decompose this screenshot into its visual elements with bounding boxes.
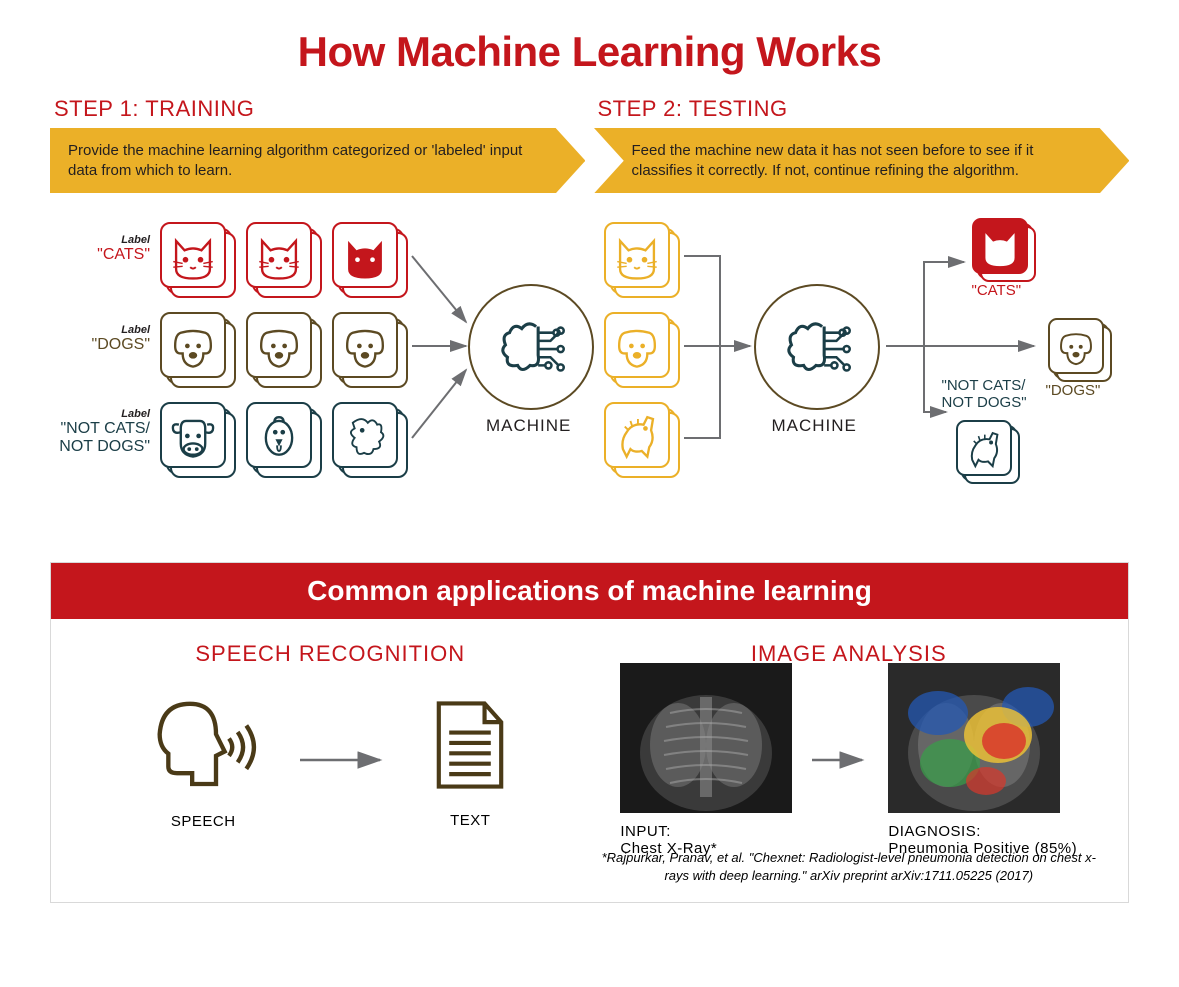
label-quote-dogs: "DOGS"	[50, 336, 150, 354]
out-label-cats: "CATS"	[972, 282, 1022, 299]
document-icon	[418, 691, 522, 799]
machine-label-2: MACHINE	[772, 416, 857, 436]
speech-label: SPEECH	[138, 813, 268, 830]
step2-heading: STEP 2: TESTING	[598, 96, 1130, 122]
test-card-cat	[604, 222, 670, 288]
steps-row: STEP 1: TRAINING Provide the machine lea…	[0, 96, 1179, 512]
cat-card-2	[246, 222, 312, 288]
arrows-in	[680, 242, 760, 452]
label-not: Label "NOT CATS/ NOT DOGS"	[50, 408, 150, 455]
input-prefix: INPUT:	[620, 823, 671, 840]
step1-banner-text: Provide the machine learning algorithm c…	[68, 141, 536, 182]
label-word: Label	[50, 234, 150, 246]
step2-diagram: MACHINE "CATS" "DOGS" "NOT CATS/ NOT DOG	[594, 212, 1130, 512]
step2-banner: Feed the machine new data it has not see…	[594, 128, 1130, 194]
main-title: How Machine Learning Works	[0, 0, 1179, 96]
dog-card-3	[332, 312, 398, 378]
app-image: IMAGE ANALYSIS INPUT:	[600, 641, 1099, 884]
app-speech: SPEECH RECOGNITION SPEECH TEXT	[81, 641, 580, 884]
out-card-not	[956, 420, 1012, 476]
label-cats: Label "CATS"	[50, 234, 150, 264]
xray-output	[888, 663, 1060, 813]
label-word: Label	[50, 408, 150, 420]
out-label-not: "NOT CATS/ NOT DOGS"	[942, 378, 1027, 411]
applications-panel: Common applications of machine learning …	[50, 562, 1129, 903]
app-image-row: INPUT: Chest X-Ray*	[600, 685, 1099, 835]
step1-heading: STEP 1: TRAINING	[54, 96, 586, 122]
xray-input	[620, 663, 792, 813]
step1: STEP 1: TRAINING Provide the machine lea…	[50, 96, 586, 512]
out-card-dog	[1048, 318, 1104, 374]
dog-card-1	[160, 312, 226, 378]
step2: STEP 2: TESTING Feed the machine new dat…	[594, 96, 1130, 512]
citation: *Rajpurkar, Pranav, et al. "Chexnet: Rad…	[600, 849, 1099, 884]
test-card-dog	[604, 312, 670, 378]
machine-circle-1	[468, 284, 594, 410]
out-card-cat	[972, 218, 1028, 274]
not-card-1	[160, 402, 226, 468]
apps-header: Common applications of machine learning	[51, 563, 1128, 619]
step1-banner: Provide the machine learning algorithm c…	[50, 128, 586, 194]
dog-card-2	[246, 312, 312, 378]
app-speech-row: SPEECH TEXT	[81, 685, 580, 835]
label-dogs: Label "DOGS"	[50, 324, 150, 354]
label-quote-cats: "CATS"	[50, 246, 150, 264]
arrow-icon	[298, 750, 388, 770]
cat-card-1	[160, 222, 226, 288]
machine-circle-2	[754, 284, 880, 410]
not-card-2	[246, 402, 312, 468]
speech-head-icon	[138, 690, 268, 800]
app-speech-title: SPEECH RECOGNITION	[81, 641, 580, 667]
test-card-horse	[604, 402, 670, 468]
step1-diagram: Label "CATS" Label "DOGS" Label "NOT CAT…	[50, 212, 586, 512]
cat-card-3	[332, 222, 398, 288]
step2-banner-text: Feed the machine new data it has not see…	[612, 141, 1080, 182]
label-quote-not: "NOT CATS/ NOT DOGS"	[50, 420, 150, 455]
brain-icon	[771, 306, 863, 388]
diag-prefix: DIAGNOSIS:	[888, 823, 981, 840]
text-label: TEXT	[418, 812, 522, 829]
arrow-icon	[810, 750, 870, 770]
machine-label-1: MACHINE	[486, 416, 571, 436]
apps-body: SPEECH RECOGNITION SPEECH TEXT IMAGE ANA…	[51, 619, 1128, 902]
label-word: Label	[50, 324, 150, 336]
out-label-dogs: "DOGS"	[1046, 382, 1101, 399]
brain-icon	[485, 306, 577, 388]
not-card-3	[332, 402, 398, 468]
